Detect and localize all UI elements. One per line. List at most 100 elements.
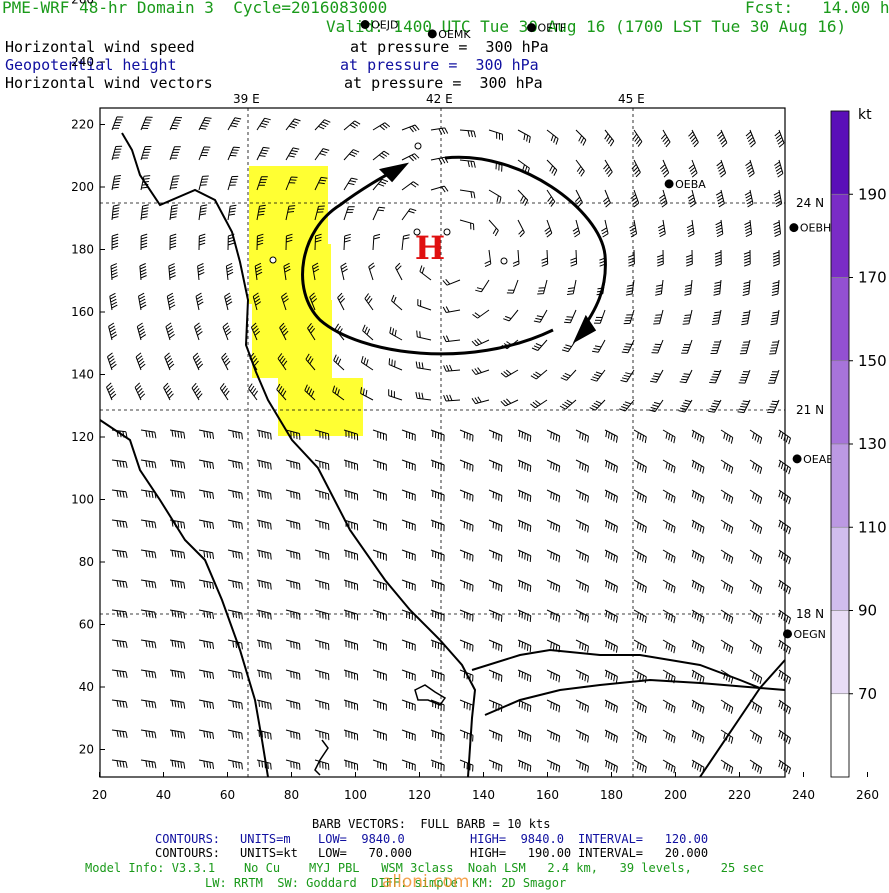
wind-barb <box>140 729 157 739</box>
wind-barb <box>745 159 755 178</box>
wind-barb <box>459 429 474 442</box>
wind-barb <box>720 549 734 564</box>
wind-barb <box>314 579 330 591</box>
station-label-oemk: OEMK <box>438 28 471 41</box>
coastline <box>99 132 786 778</box>
lat-label-21n: 21 N <box>796 403 825 417</box>
wind-barb <box>475 279 490 293</box>
wind-barb <box>601 219 609 238</box>
wind-barb <box>285 639 301 650</box>
wind-barb <box>166 292 176 311</box>
wind-barb <box>655 279 664 296</box>
wind-barb <box>471 367 490 375</box>
wind-barb <box>227 579 243 590</box>
wind-barb <box>620 369 635 383</box>
wind-barb <box>430 489 445 502</box>
wind-barb <box>720 729 734 744</box>
wind-barb <box>691 579 705 594</box>
wind-barb <box>459 189 476 199</box>
wind-barb <box>419 265 432 281</box>
colorbar-swatch <box>830 110 850 195</box>
wind-barb <box>256 459 272 470</box>
x-tick-label: 140 <box>472 788 495 802</box>
wind-barb <box>140 459 157 469</box>
wind-barb <box>749 729 763 745</box>
field-geopotential-level: at pressure = 300 hPa <box>340 56 539 74</box>
wind-barb <box>227 429 243 440</box>
wind-barb <box>343 206 355 221</box>
y-tick-label: 200 <box>71 180 94 194</box>
wind-barb <box>604 489 618 503</box>
wind-barb <box>372 639 387 651</box>
wind-barb <box>459 219 475 231</box>
wind-barb <box>459 639 474 652</box>
wind-barb <box>633 489 647 504</box>
watermark: alloni.com <box>382 872 470 892</box>
wind-barb <box>285 609 301 620</box>
wind-barb <box>169 175 180 191</box>
wind-barb <box>314 729 330 741</box>
contours-m-label: CONTOURS: <box>155 832 221 846</box>
wind-barb <box>575 459 589 473</box>
wind-barb <box>198 699 214 710</box>
wind-barb <box>773 189 783 208</box>
wind-barb <box>488 459 503 472</box>
wind-barb <box>389 326 403 341</box>
wind-barb <box>604 759 618 773</box>
wind-barb <box>248 383 259 401</box>
wind-barb <box>517 489 532 503</box>
wind-barb <box>138 292 147 311</box>
wind-barb <box>662 549 676 564</box>
wind-barb <box>657 219 666 238</box>
wind-barb <box>364 293 374 311</box>
wind-barb <box>276 383 287 401</box>
wind-barb <box>749 699 763 715</box>
wind-barb <box>285 669 301 680</box>
wind-barb <box>662 759 676 774</box>
farasan-islands <box>314 684 447 776</box>
wind-barb <box>472 309 490 319</box>
wind-barb <box>163 382 174 401</box>
wind-barb <box>604 639 618 653</box>
wind-barb <box>604 669 618 683</box>
wind-barb <box>488 639 503 652</box>
wind-barb <box>745 129 756 148</box>
wind-barb <box>546 699 561 713</box>
wind-barb <box>279 322 289 341</box>
wind-barb <box>575 129 587 146</box>
colorbar-label: 70 <box>858 685 877 703</box>
wind-barb <box>604 519 618 533</box>
wind-barb <box>604 699 618 713</box>
colorbar-label: 170 <box>858 269 887 287</box>
wind-barb <box>314 176 328 191</box>
wind-barb <box>517 699 532 713</box>
colorbar-swatch <box>830 526 850 611</box>
wind-barb <box>720 489 734 504</box>
station-label-oeba: OEBA <box>675 178 706 191</box>
wind-barb <box>430 729 445 742</box>
wind-barb <box>500 398 519 407</box>
y-tick-label: 220 <box>71 118 94 132</box>
wind-barb <box>459 159 476 168</box>
wind-barb <box>633 729 647 744</box>
wind-barb <box>708 399 722 413</box>
wind-barb <box>372 699 387 711</box>
wind-barb <box>488 519 503 532</box>
wind-barb <box>106 382 117 401</box>
colorbar-label: 90 <box>858 602 877 620</box>
y-tick-label: 140 <box>71 368 94 382</box>
wind-barb <box>168 263 176 281</box>
wind-barb <box>285 118 301 131</box>
wind-barb <box>169 609 186 619</box>
wind-barb <box>741 309 751 326</box>
wind-barb <box>343 549 359 561</box>
wind-barb <box>575 579 589 593</box>
wind-barb <box>227 729 243 740</box>
wind-barb <box>459 459 474 472</box>
wind-barb <box>111 175 121 191</box>
wind-barb <box>111 204 120 221</box>
wind-barb <box>575 669 589 683</box>
wind-barb <box>503 309 519 322</box>
wind-barb <box>459 609 474 622</box>
wind-barb <box>343 120 361 131</box>
